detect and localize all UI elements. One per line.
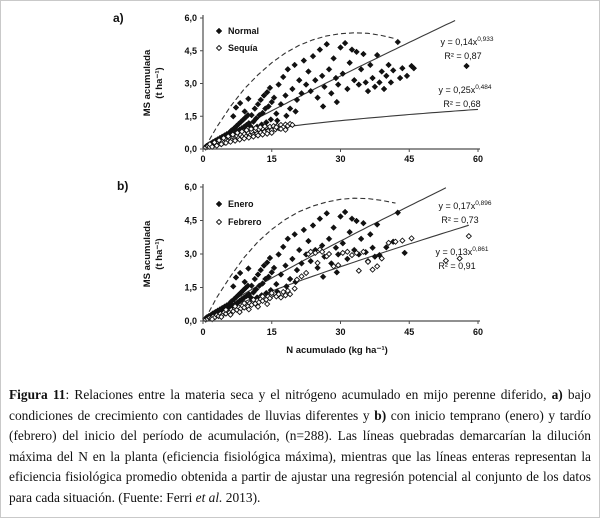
panel-a: 0 15 30 45 60 0,0 1,5 3,0 4,5 6,0 MS acumulada (t h… [113, 11, 494, 164]
svg-text:6,0: 6,0 [184, 182, 197, 192]
caption-segment: con inicio temprano (enero) y tardío (fe… [9, 407, 591, 505]
svg-text:(t ha⁻¹): (t ha⁻¹) [154, 238, 165, 269]
legend-label: Sequía [228, 43, 259, 53]
svg-text:6,0: 6,0 [184, 13, 197, 23]
fit-equation: y = 0,13x0,861 [435, 246, 488, 257]
legend-label: Normal [228, 26, 259, 36]
series-sequía [202, 120, 296, 151]
svg-text:30: 30 [335, 154, 345, 164]
svg-text:0,0: 0,0 [184, 144, 197, 154]
svg-text:0: 0 [200, 327, 205, 337]
caption-segment: et al. [195, 489, 223, 505]
svg-text:(t ha⁻¹): (t ha⁻¹) [154, 67, 165, 98]
fit-r2: R² = 0,73 [441, 215, 478, 225]
caption-segment: Figura 11 [9, 387, 66, 402]
fit-r2: R² = 0,68 [443, 99, 480, 109]
svg-text:4,5: 4,5 [184, 46, 197, 56]
max-dilution-curve [204, 32, 396, 148]
caption-segment: 2013). [222, 489, 261, 505]
svg-text:MS acumulada: MS acumulada [142, 220, 153, 287]
panel-label-b: b) [117, 179, 128, 193]
fit-equation: y = 0,14x0,933 [440, 36, 493, 47]
svg-text:1,5: 1,5 [184, 283, 197, 293]
figure-caption: Figura 11: Relaciones entre la materia s… [1, 385, 599, 509]
svg-text:45: 45 [404, 327, 414, 337]
svg-text:N acumulado (kg ha⁻¹): N acumulado (kg ha⁻¹) [286, 345, 388, 356]
svg-text:4,5: 4,5 [184, 216, 197, 226]
svg-text:60: 60 [473, 327, 483, 337]
series-febrero [202, 232, 472, 323]
svg-text:3,0: 3,0 [184, 79, 197, 89]
fit-r2: R² = 0,87 [444, 51, 481, 61]
svg-text:0: 0 [200, 154, 205, 164]
svg-text:15: 15 [267, 154, 277, 164]
regression-line [207, 187, 447, 318]
svg-text:15: 15 [267, 327, 277, 337]
caption-segment: a) [551, 387, 563, 402]
svg-text:30: 30 [335, 327, 345, 337]
panel-label-a: a) [113, 11, 124, 25]
max-dilution-curve [204, 197, 396, 320]
fit-r2: R² = 0,91 [438, 261, 475, 271]
fit-equation: y = 0,25x0,484 [438, 84, 491, 95]
svg-text:1,5: 1,5 [184, 111, 197, 121]
figure-charts: 0 15 30 45 600,01,53,04,56,0MS acumulada (t h… [113, 11, 494, 356]
legend-label: Enero [228, 199, 254, 209]
caption-segment: b) [374, 407, 387, 423]
svg-text:45: 45 [404, 154, 414, 164]
svg-text:60: 60 [473, 154, 483, 164]
caption-segment: : Relaciones entre la materia seca y el … [65, 387, 552, 402]
fit-equation: y = 0,17x0,896 [438, 200, 491, 211]
svg-text:MS acumulada: MS acumulada [142, 49, 153, 116]
svg-text:0,0: 0,0 [184, 316, 197, 326]
svg-text:3,0: 3,0 [184, 249, 197, 259]
panel-b: 0 15 30 45 60 0,0 1,5 3,0 4,5 6,0 MS acumulada (t h… [117, 179, 492, 356]
legend-label: Febrero [228, 217, 262, 227]
caption-segment: bajo condiciones de crecimiento con cant… [9, 387, 591, 423]
